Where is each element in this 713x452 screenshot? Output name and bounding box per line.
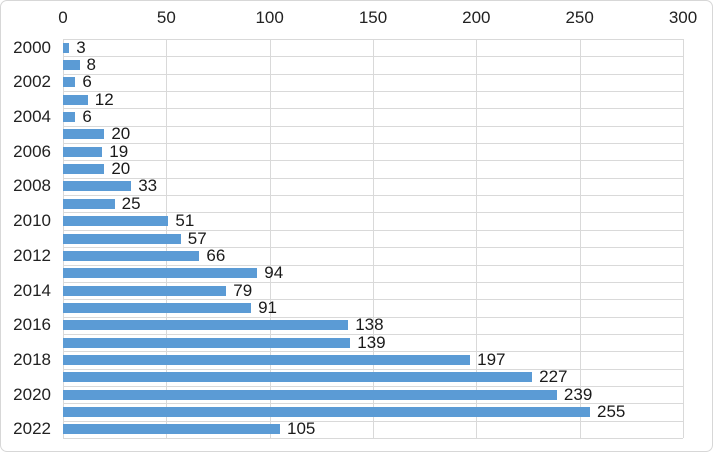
vertical-gridline — [373, 39, 374, 438]
bar-value-label: 51 — [175, 211, 195, 231]
y-axis-label: 2002 — [13, 72, 51, 92]
y-axis-label: 2014 — [13, 280, 51, 300]
bar — [63, 424, 280, 435]
bar-value-label: 94 — [264, 263, 284, 283]
x-tick-label: 150 — [358, 8, 388, 27]
bar — [63, 354, 471, 365]
x-tick-label: 300 — [668, 8, 698, 27]
bar — [63, 250, 200, 261]
y-axis-label: 2018 — [13, 349, 51, 369]
bar-value-label: 3 — [76, 37, 86, 57]
bar — [63, 216, 169, 227]
vertical-gridline — [269, 39, 271, 438]
bar-value-label: 227 — [539, 367, 568, 387]
bar-value-label: 79 — [233, 280, 253, 300]
bar — [63, 129, 105, 140]
bar — [63, 42, 70, 53]
bar-value-label: 239 — [563, 384, 593, 404]
bar — [63, 372, 533, 383]
y-axis-label: 2006 — [13, 141, 51, 161]
horizontal-gridline — [63, 438, 683, 439]
bar-value-label: 57 — [187, 228, 207, 248]
bar-value-label: 91 — [258, 297, 277, 317]
y-axis-label: 2012 — [13, 245, 51, 265]
x-tick-label: 100 — [255, 8, 284, 27]
bar — [63, 94, 88, 105]
bar-value-label: 25 — [121, 193, 141, 213]
bar — [63, 112, 76, 123]
bar — [63, 198, 115, 209]
y-axis-label: 2004 — [13, 107, 51, 127]
y-axis-label: 2016 — [13, 315, 51, 335]
bar — [63, 320, 349, 331]
bar — [63, 181, 132, 192]
x-tick-label: 200 — [462, 8, 491, 27]
bar — [63, 406, 590, 417]
bar-value-label: 33 — [138, 176, 158, 196]
bar — [63, 302, 252, 313]
bar — [63, 77, 76, 88]
y-axis-label: 2020 — [13, 384, 51, 404]
y-axis-label: 2010 — [13, 211, 51, 231]
vertical-gridline — [476, 39, 478, 438]
y-axis-label: 2000 — [13, 37, 51, 57]
bar-value-label: 19 — [109, 141, 129, 161]
x-tick-label: 0 — [58, 8, 68, 27]
y-axis-label: 2022 — [13, 419, 51, 439]
bar-value-label: 20 — [111, 124, 131, 144]
bar — [63, 164, 105, 175]
bar-value-label: 255 — [597, 401, 626, 421]
bar — [63, 337, 351, 348]
bar-value-label: 105 — [287, 419, 316, 439]
bar-value-label: 66 — [206, 245, 226, 265]
vertical-gridline — [579, 39, 581, 438]
bar-value-label: 197 — [477, 349, 506, 369]
bar-value-label: 139 — [357, 332, 386, 352]
plot-area: 3 8 6 12 6 20 19 20 33 25 51 57 66 94 79 91 138 139 197 227… — [63, 37, 684, 439]
bar-value-label: 6 — [82, 107, 92, 127]
bar-value-label: 6 — [82, 72, 92, 92]
vertical-gridline — [683, 39, 684, 438]
x-tick-label: 250 — [565, 8, 594, 27]
bar — [63, 285, 227, 296]
bar — [63, 268, 258, 279]
bar — [63, 389, 557, 400]
bar-value-label: 8 — [86, 55, 96, 75]
bar — [63, 146, 103, 157]
bar — [63, 60, 80, 71]
x-tick-label: 50 — [156, 8, 176, 27]
bar-value-label: 138 — [355, 315, 384, 335]
bar-value-label: 20 — [111, 159, 131, 179]
bar-value-label: 12 — [94, 89, 114, 109]
bar — [63, 233, 181, 244]
y-axis-label: 2008 — [13, 176, 51, 196]
